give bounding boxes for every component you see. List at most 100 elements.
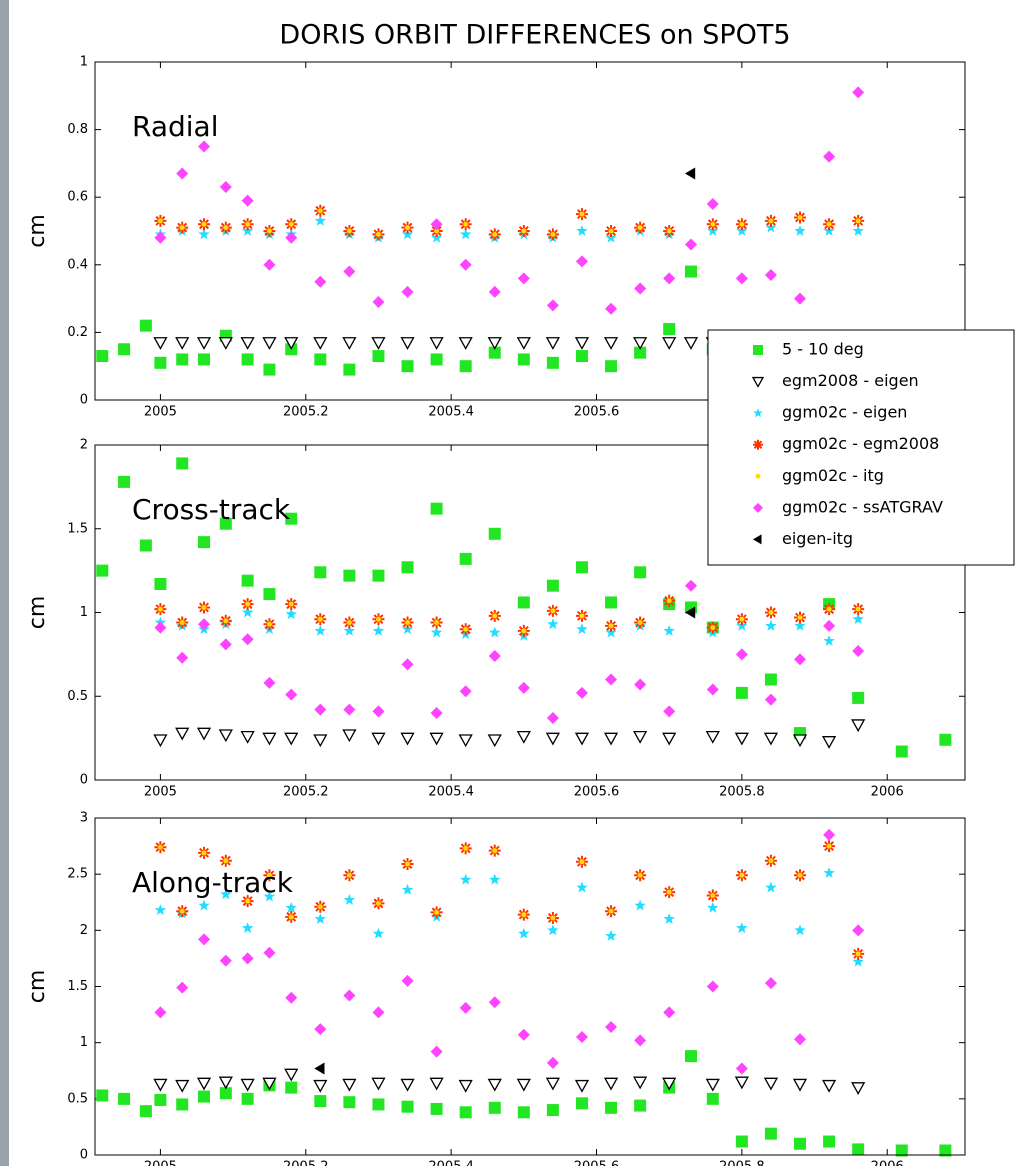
marker: [400, 1078, 415, 1092]
y-axis-label: cm: [25, 596, 50, 630]
marker: [605, 302, 618, 315]
y-tick-label: 0.8: [67, 122, 88, 137]
legend-label: ggm02c - itg: [782, 466, 884, 485]
marker-shape: [154, 1006, 167, 1019]
marker-shape: [575, 686, 588, 699]
marker-shape: [245, 898, 251, 904]
marker-shape: [198, 1090, 211, 1103]
marker-shape: [547, 924, 559, 936]
marker-shape: [576, 225, 588, 236]
marker-shape: [707, 225, 719, 236]
marker-shape: [550, 608, 556, 614]
marker-shape: [241, 1092, 254, 1105]
marker: [605, 1020, 618, 1033]
marker-shape: [175, 337, 190, 350]
marker-shape: [826, 606, 832, 612]
marker: [459, 1001, 472, 1014]
marker: [434, 228, 440, 234]
marker: [241, 1092, 254, 1105]
marker: [343, 363, 356, 376]
marker: [401, 883, 414, 895]
y-tick-label: 0: [80, 393, 88, 408]
marker: [705, 731, 720, 744]
marker-shape: [517, 1028, 530, 1041]
marker: [633, 337, 648, 350]
marker-shape: [852, 645, 865, 658]
x-tick-label: 2005: [144, 1160, 177, 1167]
marker-shape: [430, 353, 443, 366]
marker-shape: [765, 221, 777, 233]
marker-shape: [153, 337, 168, 350]
marker-shape: [764, 1127, 777, 1140]
marker-shape: [605, 231, 617, 243]
marker-shape: [605, 302, 618, 315]
marker: [314, 1095, 327, 1108]
marker-shape: [401, 623, 414, 635]
panel-label: Cross-track: [132, 493, 291, 526]
marker: [343, 989, 356, 1002]
marker-shape: [684, 265, 697, 278]
marker: [459, 873, 472, 885]
marker-shape: [666, 228, 672, 234]
marker: [118, 1092, 131, 1105]
marker-shape: [342, 729, 357, 743]
marker: [266, 872, 272, 878]
marker-shape: [198, 140, 211, 153]
marker: [198, 140, 211, 153]
marker: [579, 211, 585, 217]
marker-shape: [430, 218, 443, 231]
marker-shape: [198, 536, 211, 549]
marker-shape: [314, 275, 327, 288]
y-tick-label: 1: [80, 1035, 88, 1050]
marker: [797, 872, 803, 878]
marker-shape: [684, 1050, 697, 1063]
marker-shape: [521, 912, 527, 918]
marker-shape: [313, 1079, 328, 1093]
marker-shape: [663, 272, 676, 285]
marker: [753, 502, 763, 513]
marker-shape: [575, 350, 588, 363]
marker: [605, 1101, 618, 1114]
marker: [463, 221, 469, 227]
y-tick-label: 1.5: [67, 521, 88, 536]
marker: [734, 732, 749, 746]
marker: [313, 734, 328, 748]
marker-shape: [401, 360, 414, 373]
marker-shape: [823, 619, 836, 632]
marker: [663, 624, 675, 636]
y-tick-label: 1: [80, 55, 88, 70]
y-tick-label: 0.6: [67, 190, 88, 205]
marker: [792, 734, 808, 748]
marker: [823, 867, 835, 878]
marker-shape: [706, 197, 719, 210]
marker: [343, 624, 356, 636]
marker-shape: [343, 363, 356, 376]
marker-shape: [753, 534, 762, 545]
marker: [219, 638, 232, 651]
marker-shape: [852, 613, 864, 625]
marker: [375, 900, 381, 906]
marker: [855, 606, 861, 612]
marker-shape: [753, 439, 763, 450]
marker: [342, 1078, 357, 1092]
marker-shape: [262, 1077, 277, 1091]
marker: [516, 337, 531, 350]
marker-shape: [240, 731, 255, 744]
marker: [346, 872, 352, 878]
marker-shape: [401, 974, 414, 987]
marker: [794, 1033, 807, 1046]
marker: [285, 512, 298, 525]
y-tick-label: 1: [80, 605, 88, 620]
marker: [575, 1097, 588, 1110]
marker-shape: [288, 601, 294, 607]
marker: [262, 1077, 277, 1091]
marker: [314, 566, 327, 579]
marker: [459, 258, 472, 271]
marker-shape: [463, 626, 469, 632]
marker-shape: [314, 1023, 327, 1036]
marker: [826, 221, 832, 227]
marker-shape: [263, 363, 276, 376]
marker-shape: [343, 703, 356, 716]
marker: [139, 539, 152, 552]
